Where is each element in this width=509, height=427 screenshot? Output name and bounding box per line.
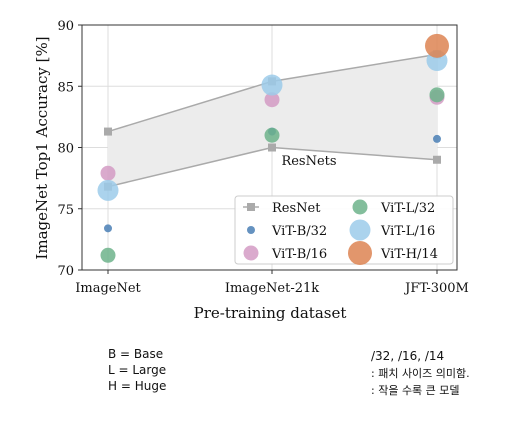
point-resnet (433, 155, 441, 164)
point-vit-b-32 (433, 134, 441, 143)
legend: ResNet ViT-B/32 ViT-B/16 ViT-L/32 ViT-L/16 Vi… (234, 195, 454, 265)
y-axis-title: ImageNet Top1 Accuracy [%] (33, 36, 51, 259)
legend-marker-vit-l-32 (352, 199, 368, 215)
point-vit-b-16 (100, 165, 116, 181)
point-vit-l-32 (264, 127, 280, 143)
legend-label-vit-b-32: ViT-B/32 (271, 224, 327, 239)
x-axis-title: Pre-training dataset (194, 304, 347, 322)
legend-box (234, 195, 454, 265)
data-points (97, 33, 449, 263)
x-tick-label: ImageNet-21k (225, 281, 319, 296)
patch-size-notes: /32, /16, /14 : 패치 사이즈 의미함. : 작을 수록 큰 모델 (371, 348, 470, 399)
note-huge: H = Huge (108, 379, 167, 393)
legend-marker-vit-b-32 (247, 226, 255, 234)
point-vit-l-32 (429, 87, 445, 103)
y-tick-label: 80 (57, 142, 74, 157)
y-tick-label: 90 (57, 19, 74, 34)
y-tick-label: 85 (57, 80, 74, 95)
point-vit-b-32 (104, 224, 112, 233)
legend-marker-vit-b-16 (243, 245, 259, 261)
point-vit-h-14 (425, 33, 449, 58)
note-patch-meaning: : 패치 사이즈 의미함. (371, 367, 470, 380)
note-large: L = Large (108, 363, 167, 377)
point-resnet (268, 143, 276, 152)
point-vit-l-32 (100, 247, 116, 263)
note-patch-sizes: /32, /16, /14 (371, 349, 445, 363)
point-vit-l-16 (261, 74, 283, 96)
model-size-notes: B = Base L = Large H = Huge (108, 346, 166, 394)
legend-label-resnet: ResNet (272, 201, 321, 216)
note-smaller-bigger: : 작을 수록 큰 모델 (371, 384, 460, 397)
y-axis-ticks: 70 75 80 85 90 (57, 19, 82, 279)
note-base: B = Base (108, 347, 164, 361)
legend-marker-resnet (247, 203, 255, 211)
x-axis-ticks: ImageNet ImageNet-21k JFT-300M (75, 270, 469, 296)
legend-marker-vit-l-16 (349, 219, 371, 241)
legend-label-vit-b-16: ViT-B/16 (271, 247, 327, 262)
y-tick-label: 75 (57, 203, 74, 218)
band-label: ResNets (281, 154, 336, 169)
legend-label-vit-l-16: ViT-L/16 (380, 224, 435, 239)
point-resnet (104, 127, 112, 136)
y-tick-label: 70 (57, 264, 74, 279)
point-vit-l-16 (97, 179, 119, 201)
point-vit-b-16 (264, 92, 280, 108)
legend-label-vit-h-14: ViT-H/14 (380, 247, 438, 262)
legend-label-vit-l-32: ViT-L/32 (380, 201, 435, 216)
x-tick-label: JFT-300M (403, 281, 469, 296)
legend-marker-vit-h-14 (348, 241, 372, 265)
x-tick-label: ImageNet (75, 281, 141, 296)
